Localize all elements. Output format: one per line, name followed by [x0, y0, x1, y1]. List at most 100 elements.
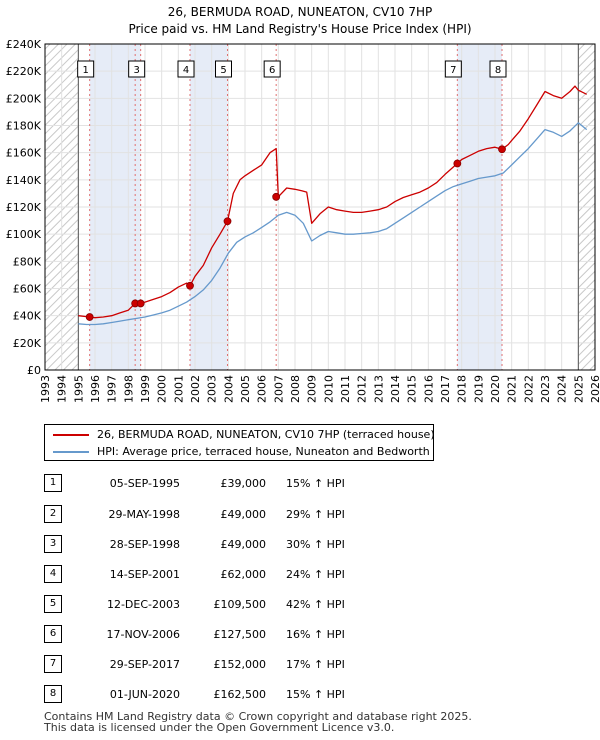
y-tick-label: £180K — [6, 120, 42, 133]
sale-price: £49,000 — [220, 538, 267, 551]
x-tick-label: 2008 — [289, 375, 302, 403]
sale-price: £109,500 — [213, 598, 267, 611]
table-row: 3 28-SEP-1998 £49,000 30% ↑ HPI — [0, 535, 600, 553]
sale-hpi-change: 15% ↑ HPI — [286, 688, 345, 701]
sale-hpi-change: 16% ↑ HPI — [286, 628, 345, 641]
x-tick-label: 2016 — [422, 375, 435, 403]
x-tick-label: 2007 — [272, 375, 285, 403]
table-row: 5 12-DEC-2003 £109,500 42% ↑ HPI — [0, 595, 600, 613]
sale-number: 6 — [44, 625, 62, 643]
sale-price: £127,500 — [213, 628, 267, 641]
x-tick-label: 2003 — [206, 375, 219, 403]
sale-hpi-change: 24% ↑ HPI — [286, 568, 345, 581]
x-tick-label: 2022 — [522, 375, 535, 403]
x-tick-label: 2024 — [556, 375, 569, 403]
sale-price: £152,000 — [213, 658, 267, 671]
sale-date: 14-SEP-2001 — [109, 568, 180, 581]
sale-number: 2 — [44, 505, 62, 523]
x-tick-label: 2012 — [356, 375, 369, 403]
sale-number: 8 — [44, 685, 62, 703]
sale-label-box — [215, 60, 232, 78]
table-row: 8 01-JUN-2020 £162,500 15% ↑ HPI — [0, 685, 600, 703]
x-tick-label: 2025 — [572, 375, 585, 403]
sale-marker — [272, 192, 281, 201]
x-tick-label: 2017 — [439, 375, 452, 403]
legend-swatch-hpi — [53, 451, 89, 453]
sale-label-box — [444, 60, 462, 78]
y-tick-label: £60K — [13, 283, 42, 296]
sale-date: 17-NOV-2006 — [106, 628, 180, 641]
x-tick-label: 2011 — [339, 375, 352, 403]
x-tick-label: 1996 — [89, 375, 102, 403]
sale-label-text: 7 — [450, 65, 456, 76]
sale-marker — [223, 217, 232, 226]
sale-marker — [498, 145, 506, 154]
sale-number: 4 — [44, 565, 62, 583]
x-tick-label: 2004 — [222, 375, 235, 403]
sale-date: 01-JUN-2020 — [109, 688, 180, 701]
sale-number: 7 — [44, 655, 62, 673]
sale-label-text: 6 — [269, 65, 275, 76]
x-tick-label: 2021 — [506, 375, 519, 403]
x-tick-label: 2000 — [156, 375, 169, 403]
sale-marker — [186, 281, 194, 290]
legend-swatch-property — [53, 434, 89, 436]
sale-label-text: 8 — [495, 65, 501, 76]
price-chart: 1 3 4 5 6 7 8 £0 £20K £40K £60K £80K £100K £120K £140… — [6, 38, 600, 403]
x-tick-label: 2015 — [406, 375, 419, 403]
sale-label-text: 1 — [82, 65, 88, 76]
x-tick-label: 2001 — [172, 375, 185, 403]
y-tick-label: £80K — [13, 255, 42, 268]
x-tick-label: 2026 — [589, 375, 600, 403]
sale-date: 05-SEP-1995 — [109, 477, 180, 490]
chart-legend: 26, BERMUDA ROAD, NUNEATON, CV10 7HP (te… — [44, 424, 435, 461]
x-tick-label: 2009 — [306, 375, 319, 403]
x-tick-label: 2019 — [472, 375, 485, 403]
sale-date: 12-DEC-2003 — [106, 598, 180, 611]
series-line-hpi — [78, 122, 588, 326]
footer-line2: This data is licensed under the Open Gov… — [44, 721, 395, 734]
x-tick-label: 1999 — [139, 375, 152, 403]
sale-hpi-change: 15% ↑ HPI — [286, 477, 345, 490]
sale-hpi-change: 17% ↑ HPI — [286, 658, 345, 671]
sale-hpi-change: 29% ↑ HPI — [286, 508, 345, 521]
x-tick-label: 2020 — [489, 375, 502, 403]
table-row: 7 29-SEP-2017 £152,000 17% ↑ HPI — [0, 655, 600, 673]
x-tick-label: 2010 — [322, 375, 335, 403]
x-tick-label: 1997 — [106, 375, 119, 403]
sale-marker — [85, 313, 94, 321]
footer-line1: Contains HM Land Registry data © Crown c… — [44, 710, 472, 723]
y-tick-label: £220K — [6, 65, 42, 78]
sale-date: 29-MAY-1998 — [108, 508, 180, 521]
sale-number: 1 — [44, 474, 62, 492]
sale-label-box — [128, 60, 146, 78]
y-tick-label: £240K — [6, 38, 42, 51]
x-tick-label: 2013 — [372, 375, 385, 403]
x-tick-label: 1998 — [122, 375, 135, 403]
x-tick-label: 2005 — [239, 375, 252, 403]
y-tick-label: £0 — [27, 364, 41, 377]
y-tick-label: £20K — [13, 337, 42, 350]
sale-number: 5 — [44, 595, 62, 613]
x-tick-label: 1993 — [39, 375, 52, 403]
sale-label-box — [77, 60, 95, 78]
sale-label-text: 4 — [183, 65, 189, 76]
x-tick-label: 2018 — [456, 375, 469, 403]
sale-label-text: 3 — [133, 65, 139, 76]
y-tick-label: £40K — [13, 310, 42, 323]
x-tick-label: 2002 — [189, 375, 202, 403]
y-tick-label: £140K — [6, 174, 42, 187]
x-tick-label: 2014 — [389, 375, 402, 403]
y-tick-label: £200K — [6, 92, 42, 105]
series-line-property — [78, 85, 587, 319]
chart-title-line1: 26, BERMUDA ROAD, NUNEATON, CV10 7HP — [167, 5, 433, 19]
x-tick-label: 2023 — [539, 375, 552, 403]
y-tick-label: £160K — [6, 147, 42, 160]
sale-price: £162,500 — [213, 688, 267, 701]
sale-label-box — [177, 60, 195, 78]
table-row: 4 14-SEP-2001 £62,000 24% ↑ HPI — [0, 565, 600, 583]
sale-date: 29-SEP-2017 — [109, 658, 180, 671]
x-tick-label: 2006 — [256, 375, 269, 403]
sale-label-box — [489, 60, 507, 78]
x-tick-label: 1995 — [72, 375, 85, 403]
